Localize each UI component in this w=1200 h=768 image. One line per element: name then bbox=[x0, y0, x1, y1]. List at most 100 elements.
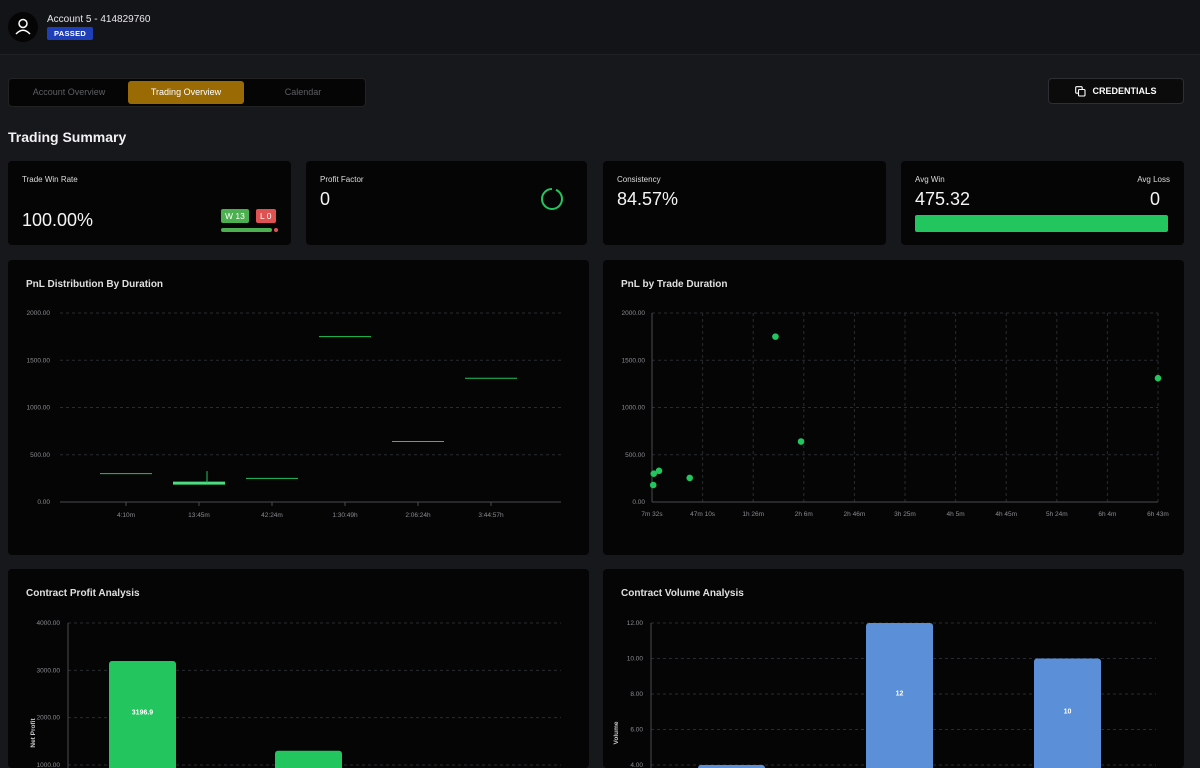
y-tick-label: 12.00 bbox=[627, 620, 644, 627]
avg-win-loss-card: Avg Win Avg Loss 475.32 0 bbox=[901, 161, 1184, 245]
avg-win-bar bbox=[915, 215, 1168, 232]
y-tick-label: 500.00 bbox=[30, 452, 50, 459]
tab-trading-overview[interactable]: Trading Overview bbox=[128, 81, 244, 104]
scatter-point bbox=[686, 474, 694, 482]
y-tick-label: 6.00 bbox=[630, 727, 643, 734]
x-tick-label: 2h 6m bbox=[795, 511, 813, 518]
x-tick-label: 13:45m bbox=[188, 512, 210, 519]
scatter-point bbox=[649, 481, 657, 489]
y-axis-label: Net Profit bbox=[30, 718, 37, 748]
avg-win-bar-fill bbox=[915, 215, 1168, 232]
profit-factor-ring-icon bbox=[541, 187, 563, 210]
scatter-point bbox=[1154, 374, 1162, 382]
credentials-label: CREDENTIALS bbox=[1092, 86, 1157, 96]
tab-account-overview[interactable]: Account Overview bbox=[32, 87, 106, 97]
x-tick-label: 6h 43m bbox=[1147, 511, 1169, 518]
account-name: Account 5 - 414829760 bbox=[47, 14, 151, 25]
y-tick-label: 8.00 bbox=[630, 691, 643, 698]
y-tick-label: 2000.00 bbox=[622, 310, 646, 317]
x-tick-label: 5h 24m bbox=[1046, 511, 1068, 518]
x-tick-label: 2:06:24h bbox=[405, 512, 431, 519]
consistency-card: Consistency 84.57% bbox=[603, 161, 886, 245]
profit-factor-label: Profit Factor bbox=[320, 175, 364, 184]
chart-title: PnL by Trade Duration bbox=[621, 279, 728, 290]
copy-icon bbox=[1075, 85, 1087, 97]
overview-tabs: Account Overview Trading Overview Calend… bbox=[8, 78, 366, 107]
credentials-button[interactable]: CREDENTIALS bbox=[1048, 78, 1184, 104]
y-tick-label: 10.00 bbox=[627, 656, 644, 663]
status-badge: PASSED bbox=[47, 27, 94, 40]
x-tick-label: 6h 4m bbox=[1098, 511, 1116, 518]
y-tick-label: 0.00 bbox=[37, 499, 50, 506]
pnl-distribution-card: PnL Distribution By Duration 0.00 500.00 1… bbox=[8, 260, 589, 555]
bar bbox=[866, 623, 933, 768]
pnl-trade-duration-card: PnL by Trade Duration 0.00 500.00 1000.00 1… bbox=[603, 260, 1184, 555]
x-tick-label: 7m 32s bbox=[641, 511, 663, 518]
win-rate-label: Trade Win Rate bbox=[22, 175, 78, 184]
x-tick-label: 4h 5m bbox=[947, 511, 965, 518]
avg-loss-label: Avg Loss bbox=[1137, 175, 1170, 184]
y-tick-label: 2000.00 bbox=[27, 310, 51, 317]
y-tick-label: 4000.00 bbox=[37, 620, 61, 627]
x-tick-label: 42:24m bbox=[261, 512, 283, 519]
y-tick-label: 1500.00 bbox=[622, 357, 646, 364]
x-tick-label: 1h 26m bbox=[742, 511, 764, 518]
win-bar-segment bbox=[221, 228, 272, 232]
win-loss-bar bbox=[221, 228, 278, 232]
account-header: Account 5 - 414829760 PASSED bbox=[0, 0, 1200, 55]
tab-calendar[interactable]: Calendar bbox=[284, 87, 322, 97]
profit-factor-card: Profit Factor 0 bbox=[306, 161, 587, 245]
x-tick-label: 4:10m bbox=[117, 512, 135, 519]
bar bbox=[1034, 658, 1101, 768]
bar-value-label: 10 bbox=[1064, 708, 1072, 715]
avg-win-value: 475.32 bbox=[915, 189, 971, 209]
consistency-value: 84.57% bbox=[617, 189, 679, 209]
scatter-point bbox=[797, 438, 805, 445]
x-tick-label: 4h 45m bbox=[995, 511, 1017, 518]
bar bbox=[698, 765, 765, 768]
losses-badge: L 0 bbox=[256, 209, 276, 223]
x-tick-label: 3h 25m bbox=[894, 511, 916, 518]
y-tick-label: 1000.00 bbox=[27, 405, 51, 412]
user-icon bbox=[15, 18, 31, 35]
scatter-point bbox=[650, 470, 658, 477]
scatter-point bbox=[655, 467, 663, 475]
chart-title: PnL Distribution By Duration bbox=[26, 279, 164, 290]
y-tick-label: 1000.00 bbox=[37, 762, 61, 768]
x-tick-label: 2h 46m bbox=[844, 511, 866, 518]
avg-win-label: Avg Win bbox=[915, 175, 945, 184]
bar bbox=[109, 661, 176, 768]
y-tick-label: 1500.00 bbox=[27, 357, 51, 364]
avg-loss-value: 0 bbox=[1149, 189, 1160, 209]
y-tick-label: 500.00 bbox=[625, 452, 645, 459]
y-tick-label: 2000.00 bbox=[37, 715, 61, 722]
y-tick-label: 4.00 bbox=[630, 762, 643, 768]
bar bbox=[275, 750, 342, 768]
consistency-label: Consistency bbox=[617, 175, 661, 184]
y-tick-label: 0.00 bbox=[632, 499, 645, 506]
y-tick-label: 3000.00 bbox=[37, 667, 61, 674]
x-tick-label: 1:30:49h bbox=[332, 512, 358, 519]
user-avatar[interactable] bbox=[8, 12, 38, 42]
pnl-trade-duration-chart: 0.00 500.00 1000.00 1500.00 2000.00 7m 32s 47m… bbox=[622, 310, 1169, 518]
bar-value-label: 12 bbox=[896, 691, 904, 698]
chart-title: Contract Profit Analysis bbox=[26, 588, 140, 599]
wins-badge: W 13 bbox=[221, 209, 249, 223]
profit-factor-value: 0 bbox=[320, 189, 331, 209]
y-tick-label: 1000.00 bbox=[622, 405, 646, 412]
contract-profit-chart: 1000.00 2000.00 3000.00 4000.00 Net Profit 31… bbox=[30, 620, 561, 768]
loss-bar-segment bbox=[274, 228, 278, 232]
win-rate-card: Trade Win Rate 100.00% W 13 L 0 bbox=[8, 161, 291, 245]
contract-profit-card: Contract Profit Analysis 1000.00 2000.00 3… bbox=[8, 569, 589, 768]
x-tick-label: 47m 10s bbox=[690, 511, 716, 518]
scatter-point bbox=[772, 333, 779, 340]
bar-value-label: 3196.9 bbox=[132, 710, 154, 717]
pnl-distribution-chart: 0.00 500.00 1000.00 1500.00 2000.00 4:10m 13:4… bbox=[27, 310, 561, 519]
x-tick-label: 3:44:57h bbox=[478, 512, 504, 519]
contract-volume-card: Contract Volume Analysis 4.00 6.00 8.00 10.… bbox=[603, 569, 1184, 768]
chart-title: Contract Volume Analysis bbox=[621, 588, 744, 599]
section-title: Trading Summary bbox=[8, 129, 127, 145]
y-axis-label: Volume bbox=[613, 721, 620, 744]
contract-volume-chart: 4.00 6.00 8.00 10.00 12.00 Volume 12 10 bbox=[613, 620, 1156, 768]
win-rate-value: 100.00% bbox=[22, 210, 94, 230]
